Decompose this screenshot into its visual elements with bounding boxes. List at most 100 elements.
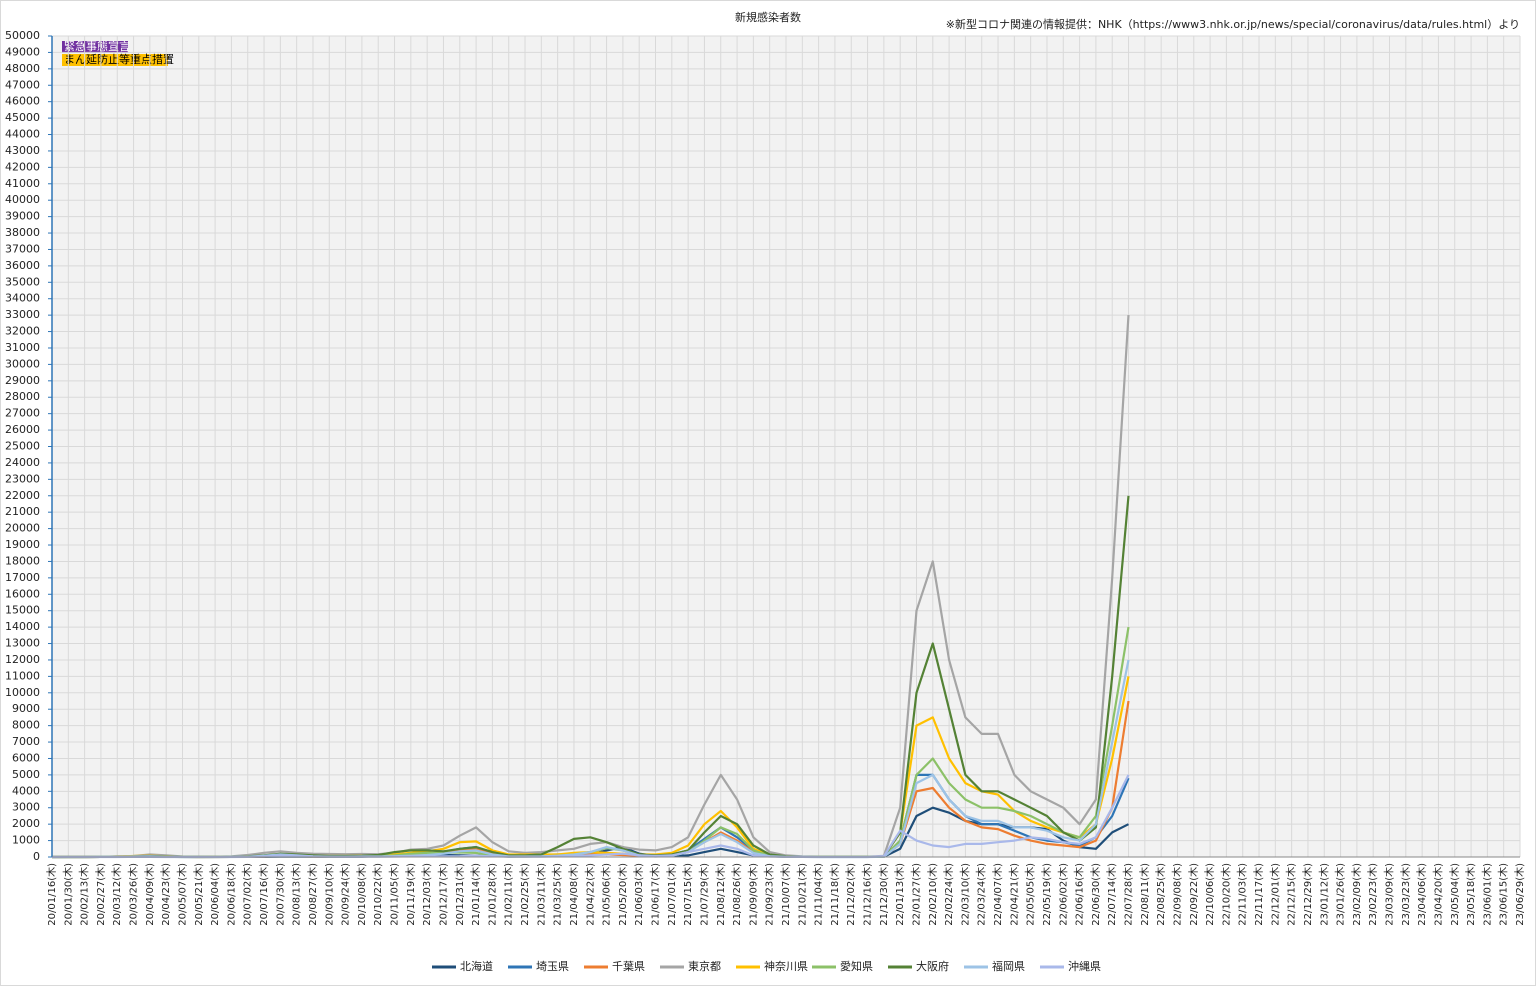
x-tick-label: 21/08/12(木) [715,863,727,926]
x-tick-label: 21/07/01(木) [666,863,678,926]
x-tick-label: 21/03/11(木) [535,863,547,926]
x-tick-label: 20/05/21(木) [193,863,205,926]
legend-label: 北海道 [460,959,493,973]
x-tick-label: 22/04/07(木) [992,863,1004,926]
y-tick-label: 44000 [5,128,40,141]
y-tick-label: 26000 [5,423,40,436]
x-tick-label: 21/04/22(木) [584,863,596,926]
y-tick-label: 14000 [5,620,40,633]
x-tick-label: 20/01/16(木) [46,863,58,926]
legend-label: 千葉県 [612,959,645,973]
x-tick-label: 21/01/28(木) [486,863,498,926]
y-tick-label: 2000 [12,817,40,830]
x-tick-label: 20/08/27(木) [307,863,319,926]
y-tick-label: 34000 [5,292,40,305]
x-tick-label: 22/02/24(木) [943,863,955,926]
y-tick-label: 4000 [12,784,40,797]
x-tick-label: 20/01/30(木) [62,863,74,926]
y-tick-label: 50000 [5,29,40,42]
legend-label: 大阪府 [916,959,949,973]
x-tick-label: 20/10/08(木) [356,863,368,926]
x-tick-label: 22/08/11(木) [1139,863,1151,926]
x-tick-label: 23/06/01(木) [1481,863,1493,926]
annotation: まん延防止等重点措置 [64,52,174,66]
x-tick-label: 22/02/10(木) [927,863,939,926]
x-tick-label: 20/04/09(木) [144,863,156,926]
y-tick-label: 30000 [5,357,40,370]
x-tick-label: 21/12/30(木) [878,863,890,926]
y-tick-label: 17000 [5,571,40,584]
x-tick-label: 23/04/06(木) [1416,863,1428,926]
y-tick-label: 29000 [5,374,40,387]
x-tick-label: 22/05/19(木) [1041,863,1053,926]
x-tick-label: 21/09/23(木) [764,863,776,926]
x-tick-label: 23/02/09(木) [1351,863,1363,926]
x-tick-label: 22/06/02(木) [1057,863,1069,926]
x-tick-label: 22/06/16(木) [1074,863,1086,926]
x-tick-label: 21/04/08(木) [568,863,580,926]
x-tick-label: 20/09/10(木) [323,863,335,926]
y-tick-label: 36000 [5,259,40,272]
x-tick-label: 22/11/03(木) [1237,863,1249,926]
y-tick-label: 22000 [5,489,40,502]
x-tick-label: 21/02/11(木) [503,863,515,926]
x-tick-label: 20/07/30(木) [274,863,286,926]
x-tick-label: 23/06/29(木) [1514,863,1526,926]
x-tick-label: 22/06/30(木) [1090,863,1102,926]
x-tick-label: 21/05/20(木) [617,863,629,926]
y-tick-label: 48000 [5,62,40,75]
x-tick-label: 20/05/07(木) [176,863,188,926]
x-tick-label: 22/12/01(木) [1269,863,1281,926]
y-tick-label: 24000 [5,456,40,469]
legend-label: 福岡県 [992,959,1025,973]
y-tick-label: 23000 [5,472,40,485]
x-tick-label: 21/06/03(木) [633,863,645,926]
y-tick-label: 42000 [5,160,40,173]
y-tick-label: 15000 [5,604,40,617]
y-tick-label: 10000 [5,686,40,699]
x-tick-label: 21/06/17(木) [650,863,662,926]
y-tick-label: 35000 [5,275,40,288]
legend-label: 沖縄県 [1068,959,1101,973]
x-tick-label: 22/01/27(木) [910,863,922,926]
x-tick-label: 23/06/15(木) [1498,863,1510,926]
y-tick-label: 43000 [5,144,40,157]
legend-label: 埼玉県 [536,959,569,973]
y-tick-label: 37000 [5,242,40,255]
x-tick-label: 22/08/25(木) [1155,863,1167,926]
x-tick-label: 21/01/14(木) [470,863,482,926]
x-tick-label: 20/02/13(木) [79,863,91,926]
x-tick-label: 23/04/20(木) [1432,863,1444,926]
x-tick-label: 20/10/22(木) [372,863,384,926]
x-tick-label: 20/12/03(木) [421,863,433,926]
grid [51,35,1521,858]
y-tick-label: 11000 [5,669,40,682]
y-tick-label: 32000 [5,325,40,338]
legend-label: 神奈川県 [764,959,808,973]
y-tick-label: 6000 [12,751,40,764]
y-tick-label: 41000 [5,177,40,190]
y-tick-label: 13000 [5,637,40,650]
x-tick-label: 20/08/13(木) [291,863,303,926]
legend-label: 東京都 [688,959,721,973]
y-tick-label: 27000 [5,407,40,420]
x-tick-label: 23/01/26(木) [1335,863,1347,926]
y-tick-label: 18000 [5,554,40,567]
x-tick-label: 22/11/17(木) [1253,863,1265,926]
y-tick-label: 8000 [12,719,40,732]
x-tick-label: 21/07/15(木) [682,863,694,926]
x-tick-label: 20/09/24(木) [340,863,352,926]
y-tick-label: 5000 [12,768,40,781]
x-tick-label: 21/09/09(木) [747,863,759,926]
x-tick-label: 21/02/25(木) [519,863,531,926]
x-tick-label: 21/05/06(木) [601,863,613,926]
y-tick-label: 0 [33,850,40,863]
y-tick-label: 47000 [5,78,40,91]
x-tick-label: 20/04/23(木) [160,863,172,926]
y-tick-label: 31000 [5,341,40,354]
y-tick-label: 25000 [5,440,40,453]
x-tick-label: 20/06/04(木) [209,863,221,926]
x-tick-label: 20/12/31(木) [454,863,466,926]
